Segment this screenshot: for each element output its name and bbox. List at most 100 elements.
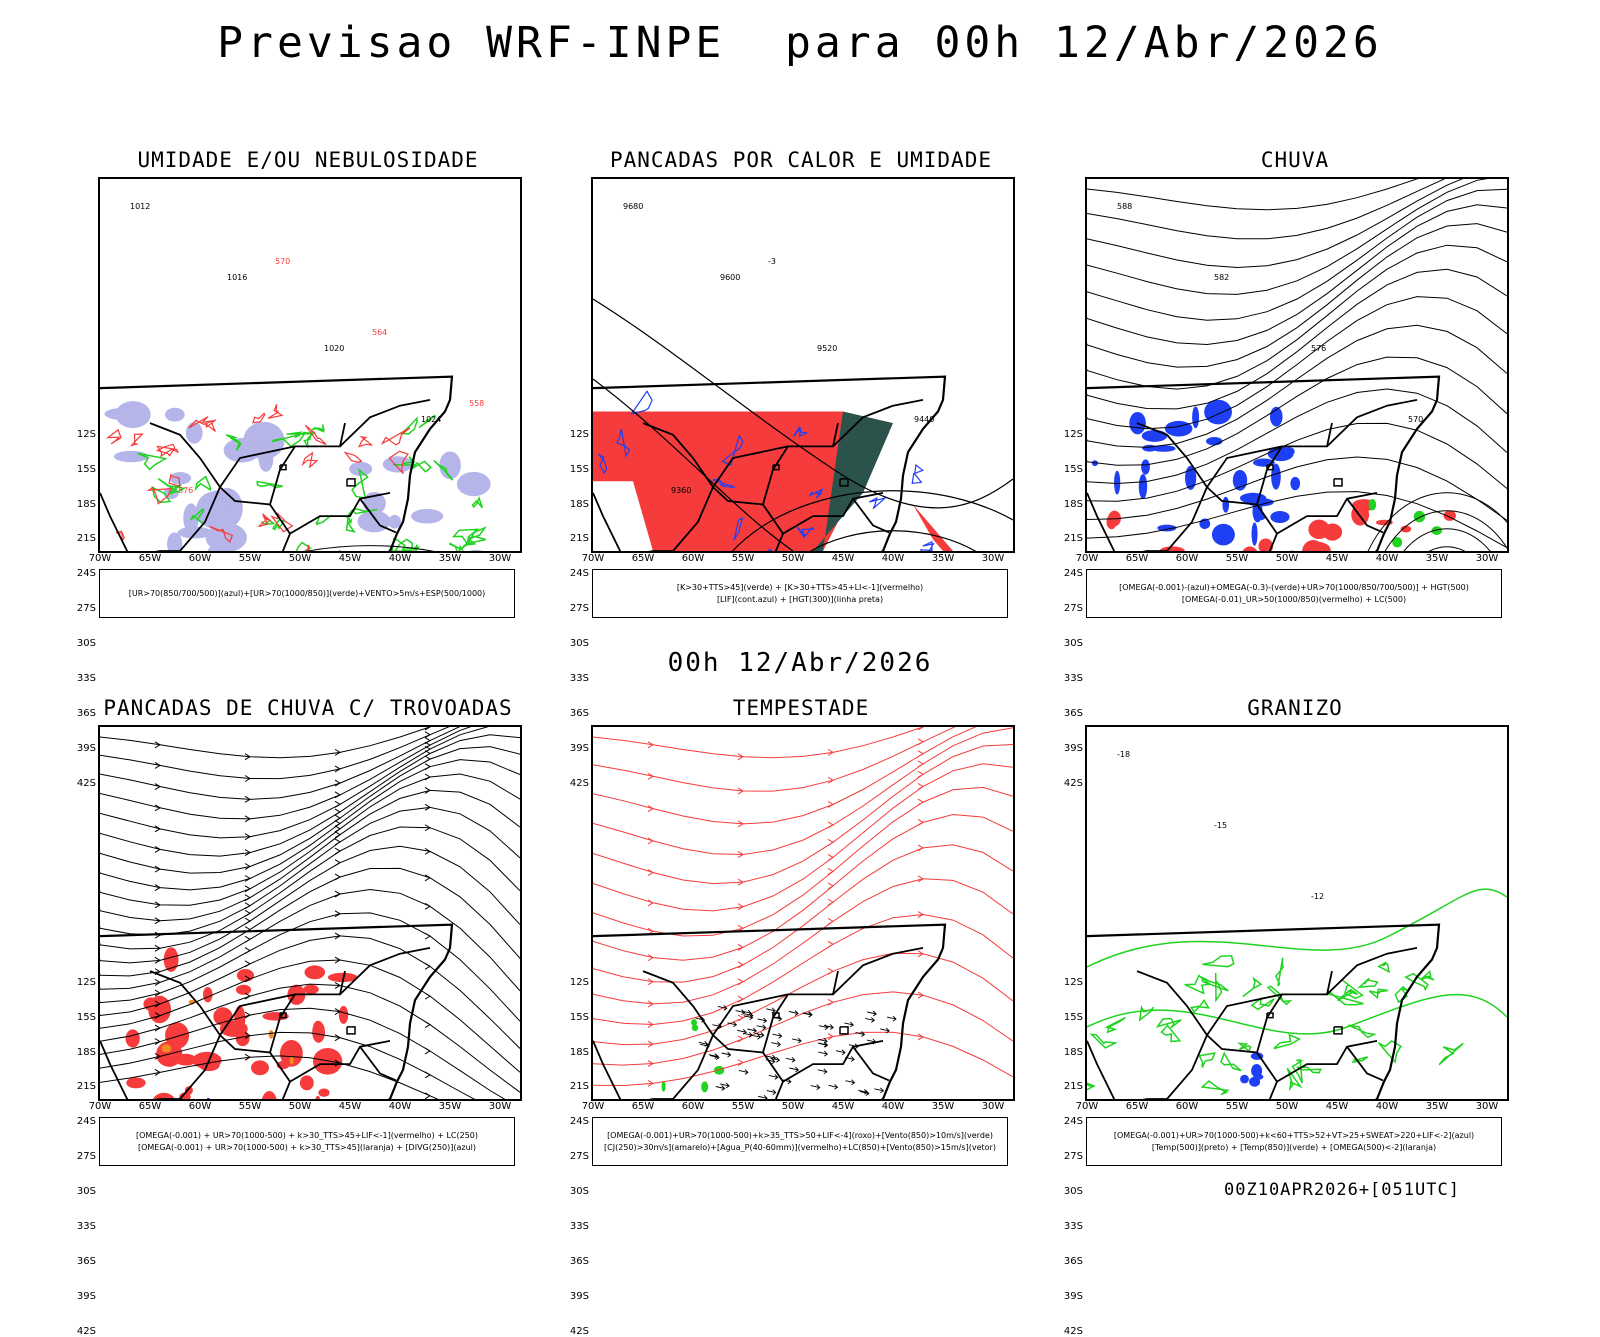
shaded-area — [662, 1081, 666, 1092]
legend-line: [UR>70(850/700/500)](azul)+[UR>70(1000/8… — [100, 589, 514, 598]
contour-line — [347, 515, 355, 531]
streamline — [593, 727, 1013, 824]
contour-label: 9520 — [817, 344, 837, 353]
lat-tick-label: 24S — [66, 568, 96, 579]
panel-legend: [OMEGA(-0.001)+UR>70(1000-500)+k<60+TTS>… — [1086, 1117, 1502, 1166]
wind-vector — [819, 1025, 828, 1030]
streamline — [593, 815, 1013, 961]
lon-tick-label: 55W — [723, 553, 763, 564]
lon-tick-label: 35W — [430, 1101, 470, 1112]
contour-line — [450, 543, 462, 551]
lat-tick-label: 39S — [559, 743, 589, 754]
lat-tick-label: 27S — [559, 603, 589, 614]
shaded-area — [1206, 437, 1222, 445]
contour-line — [345, 453, 361, 463]
streamline — [593, 915, 1013, 1025]
contour-line — [1185, 976, 1210, 994]
contour-label: 9680 — [623, 202, 643, 211]
stream-arrow — [738, 979, 743, 985]
legend-line: [LIF](cont.azul) + [HGT(300)](linha pret… — [593, 595, 1007, 604]
contour-line — [1158, 1019, 1182, 1028]
lon-tick-label: 65W — [130, 1101, 170, 1112]
lat-tick-label: 12S — [1053, 977, 1083, 988]
shaded-area — [170, 472, 192, 484]
wind-vector — [836, 1050, 845, 1055]
shaded-area — [457, 472, 491, 496]
legend-line: [OMEGA(-0.001)+UR>70(1000-500)+k<60+TTS>… — [1087, 1131, 1501, 1140]
stream-arrow — [828, 801, 833, 807]
wind-vector — [818, 1051, 827, 1056]
contour-line — [196, 477, 211, 490]
shaded-area — [1240, 1075, 1249, 1084]
lon-tick-label: 55W — [1217, 1101, 1257, 1112]
field-layer — [113, 947, 503, 1099]
field-layer — [593, 1019, 993, 1099]
shaded-area — [1252, 522, 1258, 545]
lon-tick-label: 50W — [1267, 553, 1307, 564]
stream-arrow — [155, 1025, 160, 1031]
lake-outline — [840, 1027, 848, 1034]
lat-tick-label: 39S — [66, 1291, 96, 1302]
shaded-area — [1414, 511, 1425, 522]
lat-tick-label: 42S — [559, 778, 589, 789]
contour-line — [268, 404, 282, 418]
lon-tick-label: 55W — [230, 553, 270, 564]
lon-tick-label: 45W — [823, 1101, 863, 1112]
lat-tick-label: 33S — [66, 1221, 96, 1232]
shaded-area — [1222, 497, 1229, 513]
contour-line — [912, 465, 923, 483]
wind-vector — [767, 1090, 776, 1095]
shaded-area — [116, 401, 151, 428]
lon-tick-label: 55W — [723, 1101, 763, 1112]
stream-arrow — [335, 891, 340, 897]
lon-tick-label: 70W — [80, 1101, 120, 1112]
contour-line — [1369, 989, 1388, 997]
lat-tick-label: 36S — [559, 1256, 589, 1267]
contour-line — [1199, 1053, 1214, 1067]
streamline — [100, 774, 520, 905]
wind-vector — [758, 1095, 767, 1099]
stream-arrow — [425, 750, 430, 756]
run-footer: 00Z10APR2026+[051UTC] — [1224, 1180, 1460, 1200]
lon-tick-label: 30W — [973, 553, 1013, 564]
panel-title: PANCADAS DE CHUVA C/ TROVOADAS — [93, 696, 523, 720]
lat-tick-label: 30S — [559, 638, 589, 649]
stream-arrow — [828, 822, 833, 828]
lat-tick-label: 24S — [1053, 1116, 1083, 1127]
wind-vector — [720, 1083, 729, 1088]
shaded-area — [236, 985, 251, 995]
panel-legend: [OMEGA(-0.001)-(azul)+OMEGA(-0.3)-(verde… — [1086, 569, 1502, 618]
lat-tick-label: 30S — [1053, 1186, 1083, 1197]
shaded-area — [1369, 499, 1377, 510]
state-border — [833, 948, 923, 995]
map-panel: -18-15-12 — [1085, 725, 1509, 1101]
lon-tick-label: 60W — [673, 553, 713, 564]
lat-tick-label: 30S — [66, 638, 96, 649]
lon-tick-label: 55W — [230, 1101, 270, 1112]
wind-vector — [829, 1084, 838, 1089]
stream-arrow — [335, 766, 340, 772]
panel-title: PANCADAS POR CALOR E UMIDADE — [586, 148, 1016, 172]
stream-arrow — [425, 787, 430, 793]
shaded-area — [224, 438, 261, 462]
wind-vector — [867, 1011, 876, 1016]
wind-vector — [865, 1017, 874, 1022]
panel-title: CHUVA — [1080, 148, 1510, 172]
shaded-area — [1251, 1064, 1262, 1077]
streamline — [100, 790, 520, 920]
contour-label: 564 — [372, 328, 387, 337]
contour-line — [1140, 1007, 1154, 1020]
contour-line — [921, 542, 934, 551]
wind-vector — [716, 1086, 725, 1091]
stream-arrow — [155, 846, 160, 852]
shaded-area — [304, 965, 325, 979]
lat-tick-label: 15S — [66, 464, 96, 475]
lake-outline — [1334, 479, 1342, 486]
stream-arrow — [155, 885, 160, 891]
stream-arrow — [425, 732, 430, 738]
lat-tick-label: 12S — [559, 429, 589, 440]
shaded-area — [411, 509, 443, 524]
state-border — [360, 1047, 396, 1081]
lat-tick-label: 15S — [559, 464, 589, 475]
